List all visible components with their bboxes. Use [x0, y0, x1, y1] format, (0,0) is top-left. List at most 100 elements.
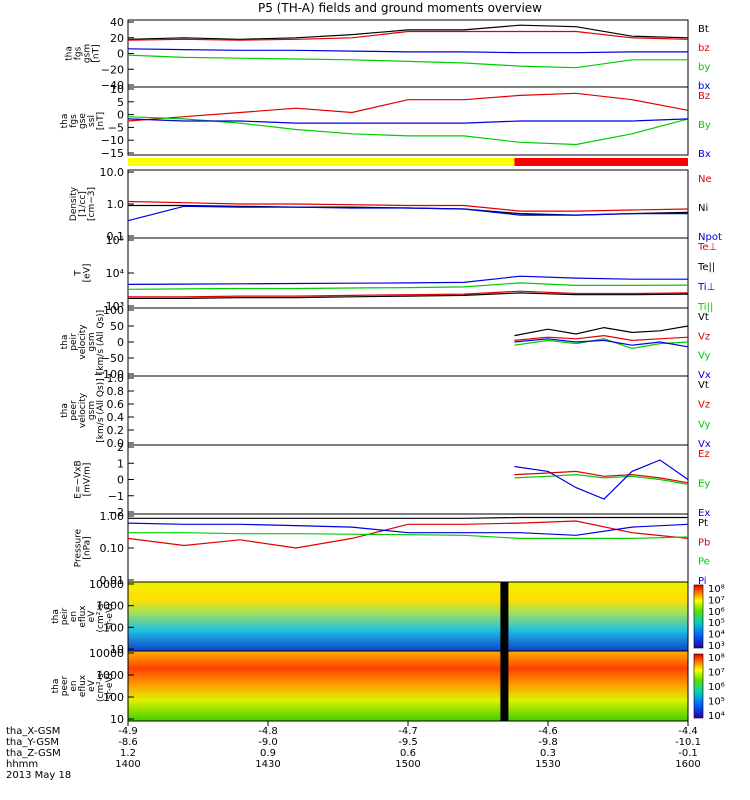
series-Bz — [127, 92, 689, 122]
y-axis-label-line: (cm²-s- — [96, 600, 106, 632]
colorbar-tick-label: 10⁷ — [708, 668, 725, 679]
y-axis-label-line: sr-eV) — [105, 673, 115, 699]
y-axis-label-line: Density — [69, 186, 79, 221]
status-bar-red — [514, 158, 688, 166]
y-axis-label-line: [1/cc] — [78, 191, 88, 217]
y-tick-label: 0.2 — [107, 424, 125, 437]
x-row-value: -9.0 — [258, 737, 278, 748]
legend-Vz: Vz — [698, 400, 710, 411]
y-axis-label-line: gsm — [83, 44, 93, 63]
y-axis-label-line: gsm — [87, 401, 97, 420]
y-axis-label: Pressure [nPa] — [74, 528, 93, 567]
legend-Ne: Ne — [698, 174, 712, 185]
panel-pressure: 1.00 0.10 0.01 Pressure [nPa] Pt Pb Pe Pi — [74, 510, 711, 587]
legend-Ni: Ni — [698, 203, 708, 214]
series-Te⊥ — [128, 290, 689, 298]
y-axis-label-line: fgs — [74, 46, 84, 60]
colorbar-tick-label: 10⁵ — [708, 697, 725, 708]
x-row-value: -8.6 — [118, 737, 138, 748]
y-axis-label-line: [km/s (All Qs)] — [96, 378, 106, 442]
y-axis-label-line: peir — [60, 607, 70, 625]
series-Bt — [127, 24, 689, 40]
y-tick-label: 1.0 — [107, 372, 125, 385]
y-tick-label: 40 — [110, 16, 124, 29]
y-tick-label: 50 — [110, 320, 124, 333]
y-axis-label: Density [1/cc] [cm−3] — [69, 186, 97, 221]
colorbar-tick-label: 10⁴ — [708, 630, 725, 641]
series-Ne — [127, 200, 689, 212]
panel-efield: 2 1 0 −1 −2 E=−VxB [mV/m] Ez Ey Ex — [74, 441, 711, 519]
y-axis-label-line: Pressure — [74, 528, 84, 567]
series-Vt — [514, 325, 689, 337]
x-row-value: 0.3 — [540, 748, 556, 759]
series-Pb — [127, 520, 689, 549]
y-axis-label-line: gse — [78, 113, 88, 129]
legend-Ey: Ey — [698, 479, 710, 490]
y-tick-label: 1.00 — [100, 510, 125, 523]
y-tick-label: −20 — [101, 63, 124, 76]
x-row-value: -4.6 — [538, 726, 558, 737]
y-tick-label: −1 — [108, 490, 124, 503]
colorbar-tick-label: 10⁴ — [708, 711, 725, 722]
y-axis-label: tha fgs gsm [nT] — [65, 44, 102, 63]
colorbar-tick-label: 10⁸ — [708, 584, 725, 595]
y-axis-label-line: tha — [51, 609, 61, 624]
series-bz — [127, 30, 689, 41]
x-row-value: -9.8 — [538, 737, 558, 748]
y-axis-label-line: velocity — [78, 324, 88, 360]
y-axis-label-line: [nT] — [92, 44, 102, 62]
y-tick-label: 10⁴ — [106, 267, 125, 280]
y-axis-label-line: [nT] — [96, 112, 106, 130]
y-tick-label: 0 — [117, 48, 124, 61]
legend-Bz: Bz — [698, 91, 710, 102]
panel-fgs: 40 20 0 −20 −40 tha fgs gsm [nT] Bt bz by bx — [65, 16, 711, 92]
y-tick-label: 10³ — [106, 300, 124, 313]
y-axis-label-line: peer — [69, 400, 79, 421]
y-axis-label-line: en — [69, 611, 79, 622]
panel-frame — [127, 169, 689, 239]
y-tick-label: 100 — [103, 304, 124, 317]
legend-Pi: Pi — [698, 576, 707, 587]
y-axis-label: E=−VxB [mV/m] — [74, 460, 93, 498]
y-tick-label: 100 — [103, 621, 124, 634]
series-Ti⊥ — [127, 275, 688, 285]
y-tick-label: 0 — [117, 109, 124, 122]
legend-Vt: Vt — [698, 312, 709, 323]
legend-bz: bz — [698, 43, 710, 54]
x-row-label: tha_X-GSM — [6, 726, 60, 737]
x-row-value: -10.1 — [675, 737, 701, 748]
x-row-value: -9.5 — [398, 737, 418, 748]
y-tick-label: −2 — [108, 506, 124, 519]
y-tick-label: 100 — [103, 691, 124, 704]
x-row-value: 1430 — [255, 759, 280, 770]
y-axis-label: tha peer velocity gsm [km/s (All Qs)] — [60, 378, 106, 442]
y-axis-label: T [eV] — [74, 264, 93, 283]
y-tick-label: 0.0 — [107, 437, 125, 450]
y-axis-label: tha peir velocity gsm [km/s (All Qs)] — [60, 310, 106, 374]
legend-Vy: Vy — [698, 419, 711, 430]
y-axis-label-line: eflux — [78, 605, 88, 628]
y-axis-label-line: [eV] — [83, 264, 93, 283]
colorbar-tick-label: 10⁶ — [708, 607, 725, 618]
x-row-value: -4.4 — [678, 726, 698, 737]
y-axis-label-line: tha — [60, 335, 70, 350]
series-Bx — [127, 118, 689, 124]
y-tick-label: 1000 — [96, 669, 124, 682]
legend-Pt: Pt — [698, 518, 708, 529]
y-axis-label-line: [km/s (All Qs)] — [96, 310, 106, 374]
y-axis-label-line: [nPa] — [83, 536, 93, 559]
series-Pe — [128, 532, 689, 540]
y-tick-label: 0.1 — [107, 230, 125, 243]
y-tick-label: 10 — [110, 643, 124, 656]
x-row-value: 1500 — [395, 759, 420, 770]
y-axis-label: tha peir en eflux eV (cm²-s-sr-eV) — [51, 600, 115, 632]
x-row-label: tha_Z-GSM — [6, 748, 61, 759]
series-Npot — [127, 205, 688, 222]
y-tick-label: −50 — [101, 352, 124, 365]
x-row-label: hhmm — [6, 759, 38, 770]
legend-Te||: Te|| — [697, 262, 715, 273]
legend-Pb: Pb — [698, 537, 710, 548]
